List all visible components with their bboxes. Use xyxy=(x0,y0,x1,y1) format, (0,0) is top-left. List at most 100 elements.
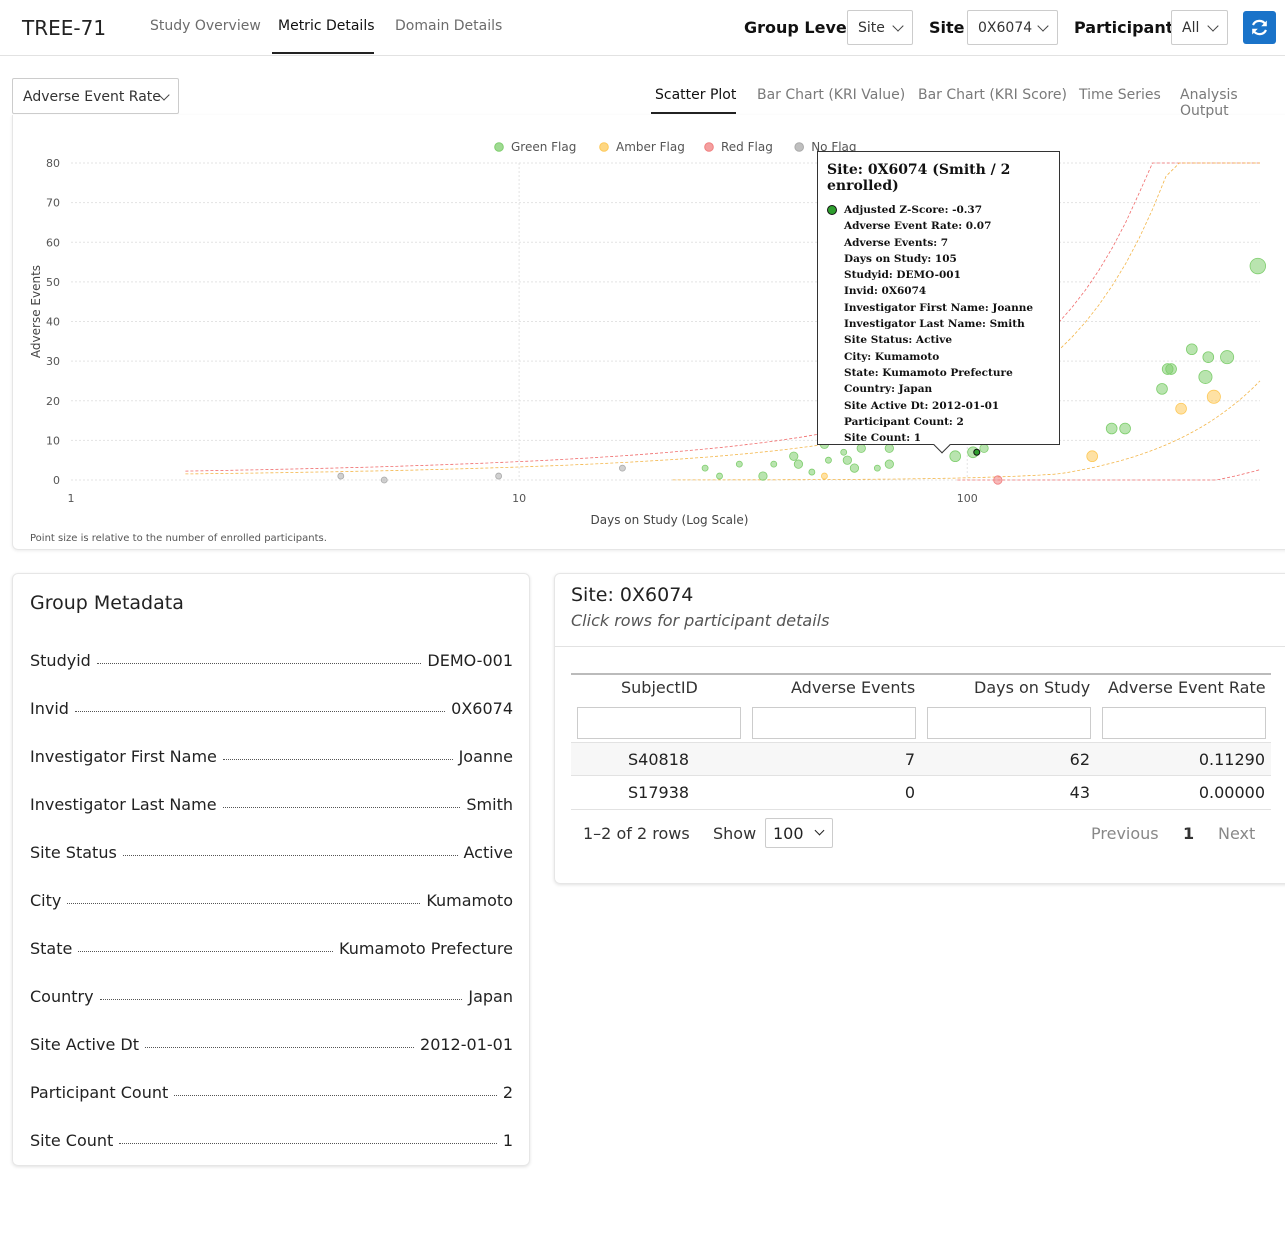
active-tab-indicator xyxy=(272,52,374,54)
page-size-select[interactable]: 100 xyxy=(765,818,833,848)
data-point xyxy=(337,472,345,480)
tooltip-line: Investigator First Name: Joanne xyxy=(827,300,1050,316)
data-point xyxy=(793,459,804,469)
data-point xyxy=(1175,402,1187,415)
data-point xyxy=(825,456,832,464)
column-header-days-on-study[interactable]: Days on Study xyxy=(974,678,1091,697)
y-tick-label: 40 xyxy=(46,316,60,329)
data-point xyxy=(842,455,852,465)
tab-time-series[interactable]: Time Series xyxy=(1079,87,1161,103)
tab-bar-chart-kri-score[interactable]: Bar Chart (KRI Score) xyxy=(918,87,1067,103)
cell-days-on-study: 62 xyxy=(1069,750,1090,769)
data-point xyxy=(1165,363,1177,375)
site-detail-card: Site: 0X6074 Click rows for participant … xyxy=(554,573,1285,884)
group-level-label: Group Level xyxy=(744,18,853,37)
data-point xyxy=(701,464,709,472)
filter-adverse-events-input[interactable] xyxy=(752,707,916,739)
metadata-row: Participant Count 2 xyxy=(30,1078,513,1102)
metadata-value: Smith xyxy=(466,795,513,814)
filter-subjectid-input[interactable] xyxy=(577,707,741,739)
data-point xyxy=(1186,343,1198,356)
chevron-down-icon xyxy=(1207,20,1219,32)
legend-marker xyxy=(494,142,504,152)
group-level-value: Site xyxy=(858,20,885,36)
dotted-leader xyxy=(174,1095,497,1096)
pager-previous-button[interactable]: Previous xyxy=(1091,824,1159,843)
metadata-label: Site Active Dt xyxy=(30,1035,139,1054)
pager-next-button[interactable]: Next xyxy=(1218,824,1256,843)
amber-upper-threshold-line xyxy=(185,162,1260,475)
metadata-row: Studyid DEMO-001 xyxy=(30,646,513,670)
dotted-leader xyxy=(74,711,446,712)
metadata-row: Site Count 1 xyxy=(30,1126,513,1150)
column-header-adverse-events[interactable]: Adverse Events xyxy=(791,678,916,697)
filter-adverse-event-rate-input[interactable] xyxy=(1102,707,1266,739)
tooltip-line: Country: Japan xyxy=(827,381,1050,397)
site-select[interactable]: 0X6074 xyxy=(967,10,1058,45)
metadata-row: Country Japan xyxy=(30,982,513,1006)
participant-label: Participant xyxy=(1074,18,1174,37)
tooltip-line: Site Count: 1 xyxy=(827,430,1050,446)
tab-bar-chart-kri-value[interactable]: Bar Chart (KRI Value) xyxy=(757,87,906,103)
legend-item: Green Flag xyxy=(511,140,576,154)
tooltip-line-text: Studyid: DEMO-001 xyxy=(844,269,961,282)
pager-current-page[interactable]: 1 xyxy=(1183,824,1195,843)
data-point xyxy=(716,472,723,480)
y-tick-label: 70 xyxy=(46,197,60,210)
dotted-leader xyxy=(222,807,461,808)
top-navbar: TREE-71 Study Overview Metric Details Do… xyxy=(0,0,1285,56)
tab-analysis-output[interactable]: Analysis Output xyxy=(1180,87,1238,119)
pager-show-label: Show xyxy=(713,824,757,843)
metadata-label: Investigator First Name xyxy=(30,747,217,766)
refresh-button[interactable] xyxy=(1243,11,1276,44)
chevron-down-icon xyxy=(892,20,904,32)
legend-marker xyxy=(704,142,714,152)
tooltip-lines: Adjusted Z-Score: -0.37 Adverse Event Rat… xyxy=(827,202,1050,446)
data-point xyxy=(619,464,626,472)
y-tick-label: 20 xyxy=(46,395,60,408)
group-level-select[interactable]: Site xyxy=(847,10,913,45)
table-row[interactable]: S17938 0 43 0.00000 xyxy=(571,775,1271,808)
chart-note: Point size is relative to the number of … xyxy=(30,533,327,544)
table-bottom-border xyxy=(571,809,1271,810)
data-point xyxy=(949,450,962,463)
cell-days-on-study: 43 xyxy=(1069,783,1090,802)
tooltip-line: Adjusted Z-Score: -0.37 xyxy=(827,202,1050,218)
table-row[interactable]: S40818 7 62 0.11290 xyxy=(571,742,1271,775)
column-header-adverse-event-rate[interactable]: Adverse Event Rate xyxy=(1108,678,1266,697)
scatter-plot[interactable]: 0 10 20 30 40 50 60 70 80 1 10 100 Days on Study (Lo… xyxy=(13,115,1285,550)
tab-domain-details[interactable]: Domain Details xyxy=(395,18,503,34)
data-point xyxy=(993,475,1003,485)
metadata-value: 1 xyxy=(502,1131,513,1150)
data-point xyxy=(1249,257,1267,275)
metadata-row: Invid 0X6074 xyxy=(30,694,513,718)
tooltip-line-text: Adverse Events: 7 xyxy=(844,236,949,249)
tooltip-title: Site: 0X6074 (Smith / 2 enrolled) xyxy=(827,162,1011,194)
metadata-row: Investigator Last Name Smith xyxy=(30,790,513,814)
metric-select[interactable]: Adverse Event Rate xyxy=(12,78,179,114)
metadata-label: Participant Count xyxy=(30,1083,169,1102)
tooltip-line-text: Investigator Last Name: Smith xyxy=(844,318,1025,331)
metadata-label: Invid xyxy=(30,699,69,718)
filter-days-on-study-input[interactable] xyxy=(927,707,1091,739)
data-point xyxy=(873,464,881,472)
tooltip-line-text: Invid: 0X6074 xyxy=(844,285,927,298)
dotted-leader xyxy=(99,999,463,1000)
active-chart-tab-indicator xyxy=(651,112,736,114)
participant-select[interactable]: All xyxy=(1171,10,1228,45)
x-tick-label: 100 xyxy=(957,492,978,505)
app-title: TREE-71 xyxy=(22,16,107,40)
tab-scatter-plot[interactable]: Scatter Plot xyxy=(655,87,737,103)
metadata-value: Kumamoto Prefecture xyxy=(339,939,513,958)
y-tick-label: 10 xyxy=(46,434,60,447)
scatter-plot-card: 0 10 20 30 40 50 60 70 80 1 10 100 Days on Study (Lo… xyxy=(12,115,1285,550)
tooltip-line: Studyid: DEMO-001 xyxy=(827,267,1050,283)
column-header-subjectid[interactable]: SubjectID xyxy=(621,678,698,697)
data-point xyxy=(821,472,828,480)
y-axis-label: Adverse Events xyxy=(29,265,43,358)
metadata-row: Site Active Dt 2012-01-01 xyxy=(30,1030,513,1054)
tab-study-overview[interactable]: Study Overview xyxy=(150,18,261,34)
dotted-leader xyxy=(119,1143,497,1144)
tab-metric-details[interactable]: Metric Details xyxy=(278,18,375,34)
tooltip-line-text: Site Status: Active xyxy=(844,334,953,347)
